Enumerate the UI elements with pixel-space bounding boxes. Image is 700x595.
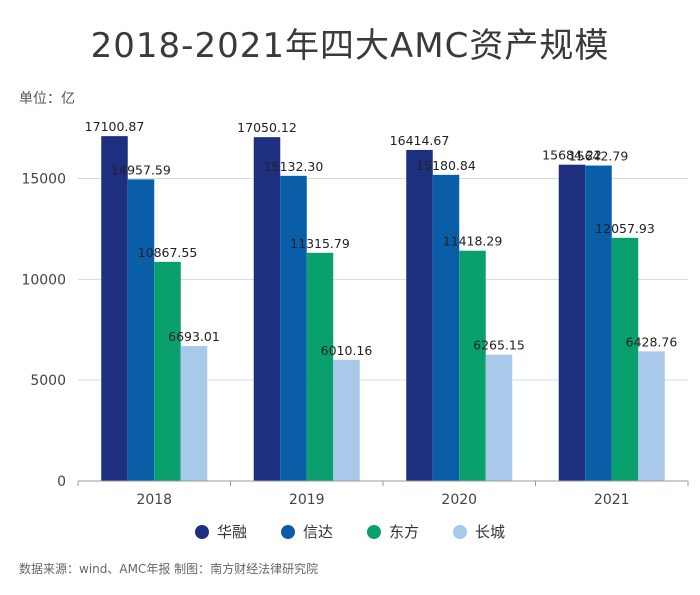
bar <box>406 149 433 481</box>
bar <box>638 351 665 481</box>
legend-dot-icon <box>367 524 381 539</box>
data-label: 17050.12 <box>237 120 297 135</box>
data-label: 16414.67 <box>390 133 450 148</box>
y-axis: 0 5000 10000 15000 <box>21 172 66 491</box>
data-label: 15180.84 <box>416 158 476 173</box>
bar <box>101 136 128 482</box>
data-label: 6428.76 <box>626 334 678 349</box>
legend-label: 信达 <box>302 523 333 541</box>
x-tick-label: 2021 <box>594 492 630 508</box>
x-tick-label: 2020 <box>441 492 477 508</box>
unit-label: 单位：亿 <box>19 91 75 107</box>
x-tick-label: 2019 <box>289 492 325 508</box>
y-tick-label: 15000 <box>21 172 66 188</box>
data-label: 6693.01 <box>168 329 220 344</box>
legend-item-changcheng: 长城 <box>453 521 505 542</box>
bar <box>127 179 155 481</box>
bar <box>459 250 486 481</box>
y-tick-label: 10000 <box>21 272 66 288</box>
bar <box>154 261 181 481</box>
data-label: 14957.59 <box>111 162 171 177</box>
y-tick-label: 0 <box>57 474 66 490</box>
legend-dot-icon <box>280 524 295 539</box>
legend-dot-icon <box>453 524 468 539</box>
bar <box>585 165 612 482</box>
data-label: 10867.55 <box>138 245 198 260</box>
legend-item-huarong: 华融 <box>194 521 247 542</box>
bar <box>180 346 208 481</box>
bars <box>101 136 665 482</box>
legend-dot-icon <box>194 524 209 539</box>
bar <box>333 359 360 481</box>
bar <box>611 237 639 481</box>
legend: 华融 信达 东方 长城 <box>0 521 700 542</box>
data-label: 12057.93 <box>595 221 655 236</box>
y-tick-label: 5000 <box>30 373 66 389</box>
data-label: 15684.22 <box>542 148 602 163</box>
data-label: 15642.79 <box>569 149 629 164</box>
legend-item-dongfang: 东方 <box>367 521 419 542</box>
data-label: 17100.87 <box>85 119 145 134</box>
x-tick-label: 2018 <box>136 492 172 508</box>
data-label: 11418.29 <box>443 234 503 249</box>
legend-item-xinda: 信达 <box>280 521 333 542</box>
data-labels: 17100.87 14957.59 10867.55 6693.01 17050.12 1… <box>85 119 678 358</box>
data-label: 11315.79 <box>290 236 350 251</box>
bar <box>253 137 281 481</box>
data-label: 6265.15 <box>473 338 525 353</box>
legend-label: 华融 <box>216 523 247 541</box>
x-axis: 2018 2019 2020 2021 <box>77 480 689 508</box>
chart-title: 2018-2021年四大AMC资产规模 <box>90 26 610 66</box>
source-note: 数据来源：wind、AMC年报 制图：南方财经法律研究院 <box>19 562 319 576</box>
legend-label: 长城 <box>475 523 506 541</box>
data-label: 15132.30 <box>264 159 324 174</box>
legend-label: 东方 <box>389 523 420 541</box>
bar <box>432 174 460 481</box>
bar <box>485 354 513 481</box>
data-label: 6010.16 <box>321 343 373 358</box>
bar <box>558 164 586 481</box>
bar <box>306 252 334 481</box>
bar <box>280 175 307 481</box>
bar-chart: 0 5000 10000 15000 17100.87 14957.59 10867.55… <box>21 119 689 508</box>
